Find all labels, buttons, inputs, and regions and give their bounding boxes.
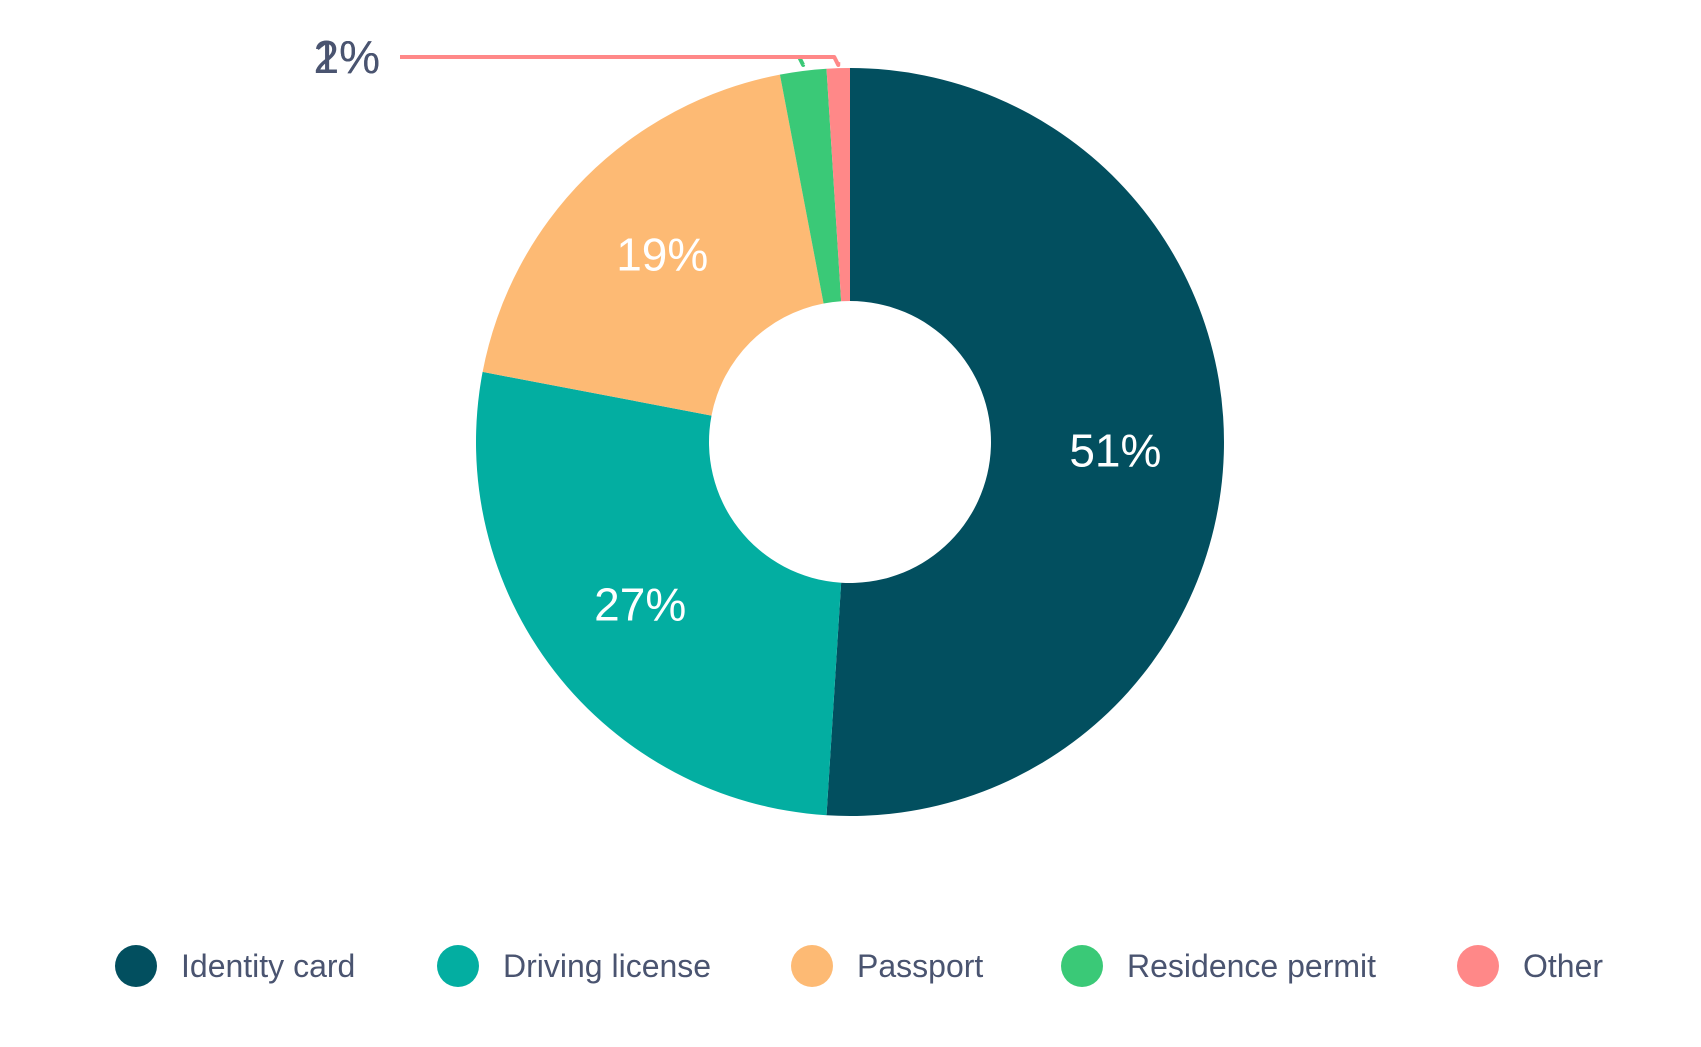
legend-swatch <box>1061 945 1103 987</box>
legend-label: Residence permit <box>1127 948 1376 984</box>
slice-labels: 51% 27% 19% <box>594 228 1161 630</box>
slice-label-identity-card: 51% <box>1069 424 1161 476</box>
legend-label: Other <box>1523 948 1603 984</box>
slice-driving-license <box>476 371 842 816</box>
callout-line-other <box>400 55 841 67</box>
donut-slices <box>476 68 1224 816</box>
legend-item-passport: Passport <box>791 945 983 987</box>
callout-label-other: 1% <box>314 31 380 83</box>
legend-item-residence-permit: Residence permit <box>1061 945 1376 987</box>
slice-label-driving-license: 27% <box>594 579 686 631</box>
legend-swatch <box>1457 945 1499 987</box>
slice-passport <box>482 74 824 416</box>
legend-item-identity-card: Identity card <box>115 945 355 987</box>
legend-label: Identity card <box>181 948 355 984</box>
legend-label: Passport <box>857 948 983 984</box>
legend-swatch <box>115 945 157 987</box>
legend-item-driving-license: Driving license <box>437 945 711 987</box>
slice-residence-permit <box>779 68 842 304</box>
legend-label: Driving license <box>503 948 711 984</box>
slice-identity-card <box>826 68 1224 816</box>
slice-other <box>826 68 850 302</box>
legend-item-other: Other <box>1457 945 1603 987</box>
slice-label-passport: 19% <box>616 228 708 280</box>
legend-swatch <box>791 945 833 987</box>
callout-group: 2%1% <box>314 31 841 83</box>
callout-label-residence-permit: 2% <box>314 31 380 83</box>
legend-swatch <box>437 945 479 987</box>
chart-legend: Identity card Driving license Passport Resi… <box>115 945 1603 987</box>
